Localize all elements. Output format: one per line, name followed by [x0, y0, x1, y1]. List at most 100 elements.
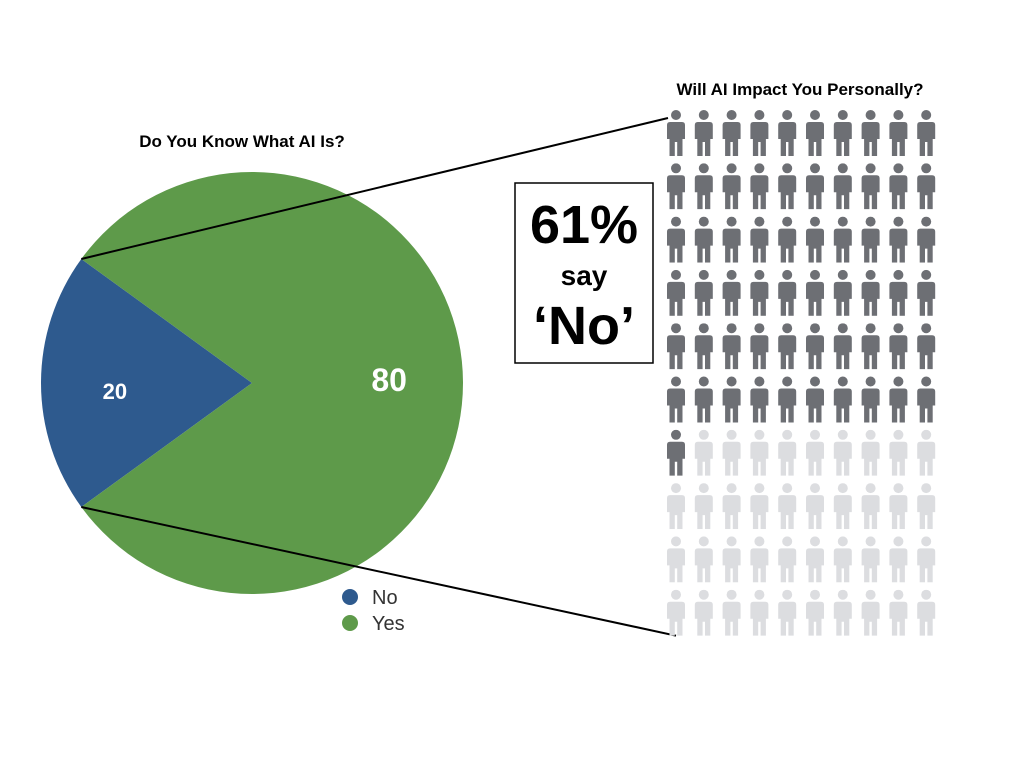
person-icon: [778, 536, 797, 583]
person-icon: [750, 269, 769, 316]
person-icon: [750, 429, 769, 476]
person-icon: [667, 216, 685, 263]
person-icon: [806, 376, 824, 423]
person-icon: [917, 589, 936, 636]
person-icon: [833, 589, 852, 636]
person-icon: [694, 536, 713, 583]
person-icon: [833, 269, 852, 316]
connector-lines: [81, 117, 677, 637]
pie-labels: 20 80: [103, 362, 407, 404]
person-icon: [667, 163, 685, 210]
person-icon: [889, 536, 908, 583]
person-icon: [694, 483, 713, 530]
legend-swatch-yes: [342, 615, 358, 631]
person-icon: [861, 163, 880, 210]
person-icon: [778, 429, 797, 476]
person-icon: [861, 483, 880, 530]
pie-slice-yes: [81, 172, 464, 595]
person-icon-grid: [667, 110, 936, 636]
pie-data-label-no: 20: [103, 379, 127, 404]
person-icon: [917, 216, 936, 263]
person-icon: [861, 536, 880, 583]
person-icon: [694, 429, 713, 476]
person-icon: [778, 376, 797, 423]
person-icon: [722, 110, 741, 156]
person-icon: [694, 589, 713, 636]
person-icon: [722, 269, 741, 316]
pictograph: Will AI Impact You Personally?: [667, 80, 936, 636]
person-icon: [778, 589, 797, 636]
person-icon: [889, 216, 908, 263]
person-icon: [889, 483, 908, 530]
person-icon: [694, 110, 713, 156]
person-icon: [722, 216, 741, 263]
person-icon: [722, 483, 741, 530]
callout-border: [514, 182, 654, 364]
person-icon: [806, 589, 824, 636]
person-icon: [694, 269, 713, 316]
pie-legend: No Yes: [342, 587, 405, 635]
person-icon: [861, 589, 880, 636]
person-icon: [889, 163, 908, 210]
person-icon: [917, 536, 936, 583]
person-icon: [694, 216, 713, 263]
person-icon: [806, 163, 824, 210]
person-icon: [750, 216, 769, 263]
person-icon: [833, 323, 852, 370]
person-icon: [750, 589, 769, 636]
legend-label-yes: Yes: [372, 613, 405, 635]
person-icon: [667, 429, 685, 476]
person-icon: [917, 429, 936, 476]
connector-line-top: [81, 117, 669, 260]
person-icon: [667, 269, 685, 316]
person-icon: [806, 536, 824, 583]
person-icon: [667, 323, 685, 370]
person-icon: [917, 323, 936, 370]
person-icon: [889, 269, 908, 316]
person-icon: [889, 110, 908, 156]
person-icon: [833, 483, 852, 530]
callout-box: 61% say ‘No’: [514, 182, 654, 364]
person-icon: [861, 376, 880, 423]
person-icon: [778, 216, 797, 263]
person-icon: [722, 429, 741, 476]
person-icon: [778, 323, 797, 370]
person-icon: [917, 376, 936, 423]
person-icon: [667, 110, 685, 156]
person-icon: [889, 589, 908, 636]
person-icon: [806, 323, 824, 370]
person-icon: [889, 376, 908, 423]
person-icon: [694, 163, 713, 210]
person-icon: [778, 163, 797, 210]
callout-percent: 61%: [530, 195, 638, 255]
person-icon: [917, 269, 936, 316]
person-icon: [889, 323, 908, 370]
person-icon: [833, 163, 852, 210]
person-icon: [806, 269, 824, 316]
person-icon: [889, 429, 908, 476]
connector-line-bottom: [81, 506, 677, 637]
person-icon: [750, 110, 769, 156]
person-icon: [722, 536, 741, 583]
person-icon: [778, 110, 797, 156]
person-icon: [917, 110, 936, 156]
person-icon: [667, 483, 685, 530]
person-icon: [861, 110, 880, 156]
person-icon: [833, 376, 852, 423]
person-icon: [667, 589, 685, 636]
person-icon: [806, 429, 824, 476]
person-icon: [917, 483, 936, 530]
legend-label-no: No: [372, 587, 398, 609]
person-icon: [833, 429, 852, 476]
person-icon: [861, 323, 880, 370]
pie-slice-no: [41, 258, 252, 508]
person-icon: [694, 376, 713, 423]
pie-title: Do You Know What AI Is?: [139, 132, 345, 151]
person-icon: [806, 216, 824, 263]
person-icon: [778, 269, 797, 316]
person-icon: [750, 323, 769, 370]
person-icon: [750, 376, 769, 423]
person-icon: [750, 163, 769, 210]
pictograph-title: Will AI Impact You Personally?: [676, 80, 923, 99]
